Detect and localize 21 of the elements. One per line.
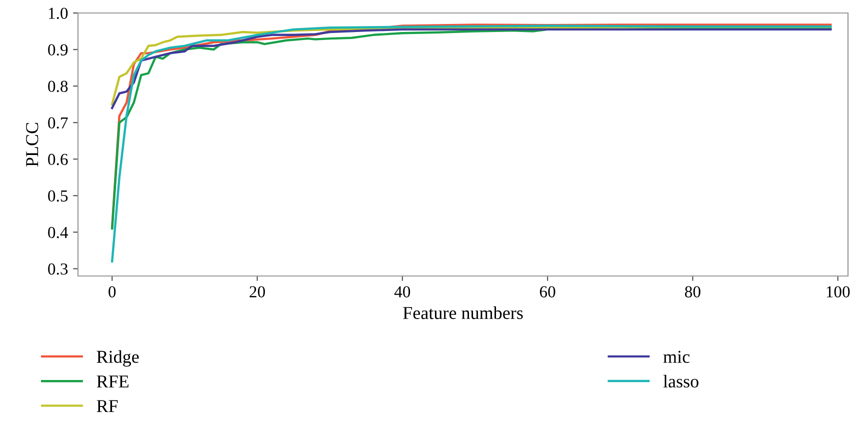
x-tick-label: 100	[826, 286, 850, 298]
y-tick-label: 0.6	[48, 154, 68, 166]
x-tick-label: 80	[684, 286, 700, 298]
x-tick-label: 20	[250, 286, 265, 298]
legend-label: Ridge	[96, 350, 139, 367]
y-tick-label: 1.0	[48, 8, 68, 20]
legend-label: lasso	[663, 374, 698, 388]
y-tick-label: 0.8	[48, 80, 68, 92]
x-tick-label: 60	[540, 286, 556, 298]
x-axis-title: Feature numbers	[403, 306, 523, 320]
y-tick-label: 0.7	[48, 117, 68, 129]
y-tick-label: 0.4	[48, 226, 68, 238]
y-tick-label: 0.5	[48, 190, 68, 202]
x-tick-label: 40	[394, 286, 410, 298]
legend-label: RF	[96, 400, 118, 412]
legend-label: RFE	[96, 376, 128, 388]
y-axis-title: PLCC	[26, 122, 38, 167]
y-tick-label: 0.9	[48, 44, 68, 56]
y-tick-label: 0.3	[48, 263, 68, 275]
x-tick-label: 0	[108, 286, 116, 298]
legend-label: mic	[663, 350, 690, 363]
